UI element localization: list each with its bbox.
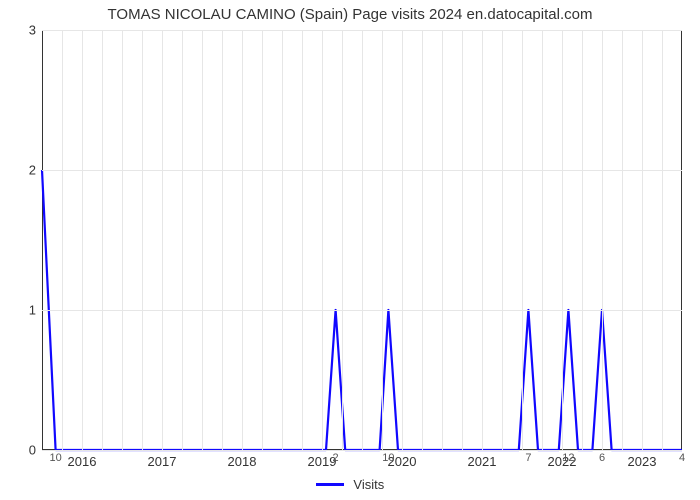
gridline-v xyxy=(242,30,243,450)
gridline-h xyxy=(42,450,682,451)
y-tick-label: 1 xyxy=(29,303,36,318)
gridline-v-minor xyxy=(182,30,183,450)
x-tick-label: 2023 xyxy=(628,454,657,469)
gridline-v-minor xyxy=(262,30,263,450)
gridline-v xyxy=(482,30,483,450)
data-point-label: 7 xyxy=(525,452,531,464)
gridline-v-minor xyxy=(222,30,223,450)
gridline-v-minor xyxy=(502,30,503,450)
gridline-v-minor xyxy=(62,30,63,450)
gridline-v-minor xyxy=(422,30,423,450)
gridline-v-minor xyxy=(342,30,343,450)
gridline-v-minor xyxy=(542,30,543,450)
gridline-v-minor xyxy=(282,30,283,450)
gridline-v xyxy=(562,30,563,450)
chart-container: TOMAS NICOLAU CAMINO (Spain) Page visits… xyxy=(0,0,700,500)
chart-title: TOMAS NICOLAU CAMINO (Spain) Page visits… xyxy=(0,6,700,23)
x-tick-label: 2017 xyxy=(148,454,177,469)
data-point-label: 4 xyxy=(679,452,685,464)
gridline-v-minor xyxy=(382,30,383,450)
gridline-v xyxy=(82,30,83,450)
legend-swatch xyxy=(316,483,344,486)
legend: Visits xyxy=(0,476,700,492)
data-point-label: 6 xyxy=(599,452,605,464)
gridline-v-minor xyxy=(142,30,143,450)
gridline-v-minor xyxy=(522,30,523,450)
gridline-v-minor xyxy=(462,30,463,450)
x-tick-label: 2018 xyxy=(228,454,257,469)
y-tick-label: 3 xyxy=(29,23,36,38)
y-tick-label: 2 xyxy=(29,163,36,178)
y-tick-label: 0 xyxy=(29,443,36,458)
data-point-label: 10 xyxy=(382,452,394,464)
gridline-v-minor xyxy=(122,30,123,450)
gridline-v-minor xyxy=(442,30,443,450)
gridline-v-minor xyxy=(662,30,663,450)
data-point-label: 2 xyxy=(333,452,339,464)
data-point-label: 12 xyxy=(562,452,574,464)
gridline-v xyxy=(162,30,163,450)
gridline-v xyxy=(322,30,323,450)
x-tick-label: 2021 xyxy=(468,454,497,469)
gridline-v-minor xyxy=(302,30,303,450)
gridline-v xyxy=(642,30,643,450)
gridline-v-minor xyxy=(582,30,583,450)
plot-area: 0123201620172018201920202021202220231021… xyxy=(42,30,682,450)
legend-label: Visits xyxy=(353,477,384,492)
gridline-v-minor xyxy=(602,30,603,450)
gridline-v-minor xyxy=(202,30,203,450)
x-tick-label: 2016 xyxy=(68,454,97,469)
gridline-v-minor xyxy=(102,30,103,450)
data-point-label: 10 xyxy=(49,452,61,464)
gridline-v-minor xyxy=(622,30,623,450)
gridline-v xyxy=(402,30,403,450)
gridline-v-minor xyxy=(362,30,363,450)
